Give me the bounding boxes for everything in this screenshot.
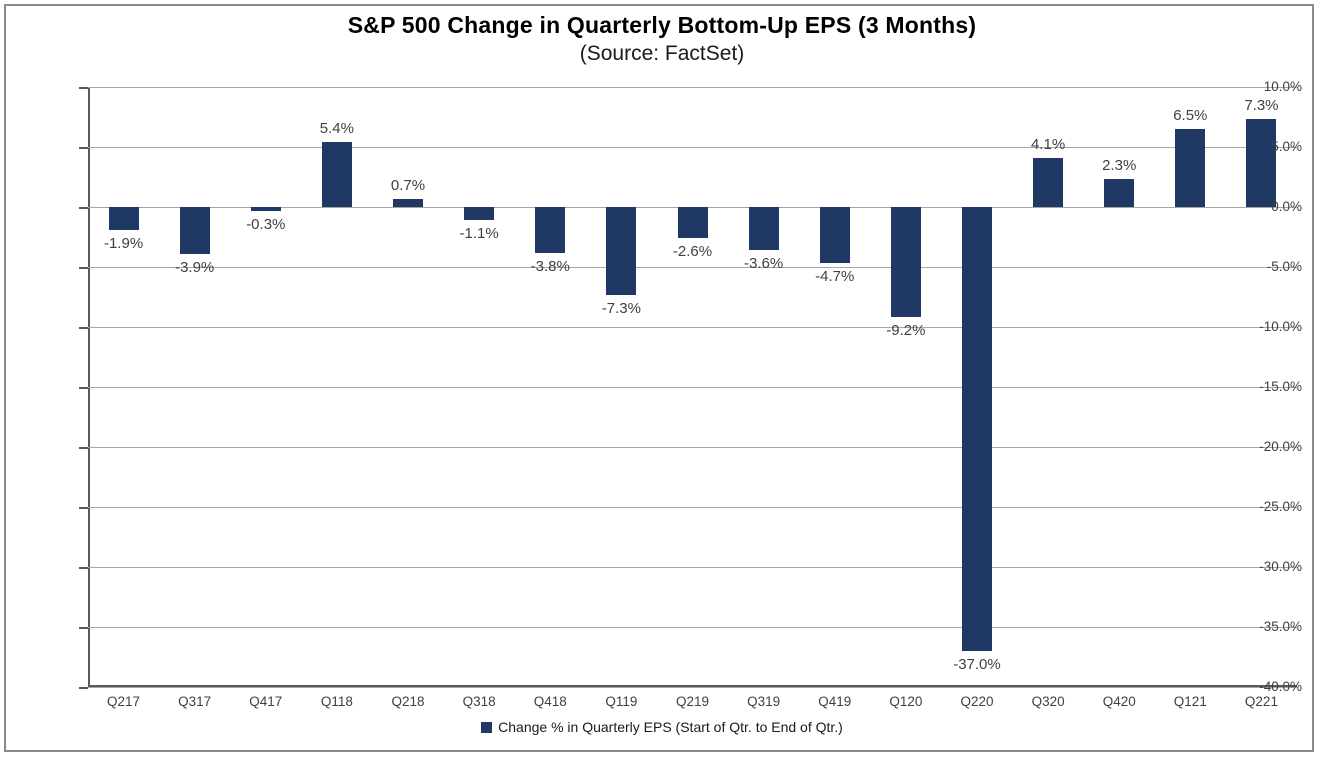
y-tick-label: -10.0%	[1259, 319, 1302, 334]
bar-q119	[606, 207, 637, 295]
bar-q219	[677, 207, 708, 239]
x-tick-label: Q420	[1102, 694, 1136, 709]
y-axis-tick	[79, 147, 88, 149]
y-axis-tick	[79, 207, 88, 209]
y-tick-label: 0.0%	[1271, 199, 1302, 214]
y-tick-label: 10.0%	[1263, 79, 1302, 94]
x-tick-label: Q221	[1244, 694, 1278, 709]
bar-q420	[1104, 179, 1135, 207]
y-axis-tick	[79, 387, 88, 389]
navy-square-icon	[481, 721, 493, 733]
bar-q217	[108, 207, 139, 230]
legend: Change % in Quarterly EPS (Start of Qtr.…	[0, 719, 1324, 738]
gridline	[88, 387, 1297, 388]
gridline	[88, 627, 1297, 628]
bar-value-label: -37.0%	[953, 656, 1001, 673]
gridline	[88, 687, 1297, 688]
bar-value-label: 2.3%	[1102, 157, 1137, 175]
bar-value-label: 4.1%	[1030, 135, 1066, 153]
y-axis-tick	[79, 687, 88, 689]
bar-value-label: 6.5%	[1173, 107, 1208, 124]
y-tick-label: -30.0%	[1259, 559, 1302, 574]
x-tick-label: Q217	[107, 694, 141, 709]
y-axis-tick	[79, 627, 88, 629]
bar-value-label: -0.3%	[246, 215, 286, 233]
y-axis-tick	[79, 327, 88, 329]
bar-q318	[464, 207, 495, 221]
x-tick-label: Q118	[320, 694, 353, 709]
chart-title: S&P 500 Change in Quarterly Bottom-Up EP…	[347, 12, 977, 38]
x-tick-label: Q317	[178, 694, 212, 709]
bar-value-label: -1.9%	[103, 234, 144, 252]
x-tick-label: Q220	[960, 694, 994, 709]
bar-value-label: -3.6%	[744, 255, 784, 273]
x-tick-label: Q120	[889, 694, 923, 709]
y-axis-tick	[79, 267, 88, 269]
bar-value-label: 7.3%	[1244, 97, 1279, 115]
bar-q418	[535, 207, 566, 253]
bar-q419	[819, 207, 850, 264]
chart-subtitle: (Source: FactSet)	[579, 42, 745, 65]
x-tick-label: Q419	[818, 694, 852, 709]
x-axis-line	[88, 685, 1297, 687]
y-tick-label: -40.0%	[1259, 679, 1302, 694]
y-tick-label: -5.0%	[1266, 259, 1302, 274]
gridline	[88, 147, 1297, 148]
x-tick-label: Q320	[1031, 694, 1065, 709]
bar-value-label: 0.7%	[390, 176, 426, 194]
bar-q417	[250, 207, 281, 211]
bar-q317	[179, 207, 210, 254]
bar-value-label: -9.2%	[886, 322, 926, 340]
y-tick-label: -35.0%	[1259, 619, 1302, 634]
y-tick-label: -15.0%	[1259, 379, 1302, 394]
gridline	[88, 447, 1297, 448]
plot-area: -1.9% -3.9% -0.3% 5.4% 0.7% -1.1% -3.8% -7.3% -2…	[79, 87, 1297, 689]
y-tick-label: -25.0%	[1259, 499, 1302, 514]
legend-label: Change % in Quarterly EPS (Start of Qtr.…	[498, 719, 843, 735]
gridline	[88, 567, 1297, 568]
bar-q118	[321, 142, 352, 207]
x-tick-label: Q418	[533, 694, 567, 709]
bar-q319	[748, 207, 779, 251]
bar-q120	[890, 207, 921, 318]
x-tick-label: Q319	[747, 694, 781, 709]
bar-q221	[1246, 119, 1277, 207]
gridline	[88, 327, 1297, 328]
y-axis-tick	[79, 507, 88, 509]
bar-value-label: 5.4%	[319, 120, 354, 138]
y-tick-label: -20.0%	[1259, 439, 1302, 454]
gridline	[88, 507, 1297, 508]
y-axis-tick	[79, 87, 88, 89]
bar-value-label: -3.8%	[530, 257, 570, 275]
y-tick-label: 5.0%	[1271, 139, 1302, 154]
x-tick-label: Q318	[462, 694, 496, 709]
x-tick-label: Q121	[1173, 694, 1207, 709]
x-tick-label: Q119	[605, 694, 638, 709]
bar-value-label: -3.9%	[175, 258, 215, 276]
y-axis-tick	[79, 447, 88, 449]
bar-q121	[1175, 129, 1206, 207]
bar-value-label: -4.7%	[815, 268, 855, 286]
x-tick-label: Q219	[675, 694, 710, 709]
y-axis-tick	[79, 567, 88, 569]
gridline	[88, 87, 1297, 88]
bar-q218	[393, 198, 424, 207]
bar-q320	[1033, 157, 1064, 207]
gridline	[88, 267, 1297, 268]
x-tick-label: Q417	[249, 694, 283, 709]
bar-value-label: -2.6%	[672, 243, 713, 261]
bar-value-label: -1.1%	[459, 225, 499, 243]
x-tick-label: Q218	[391, 694, 425, 709]
bar-value-label: -7.3%	[601, 299, 641, 317]
title-block: S&P 500 Change in Quarterly Bottom-Up EP…	[0, 12, 1324, 66]
bar-q220	[961, 207, 992, 651]
